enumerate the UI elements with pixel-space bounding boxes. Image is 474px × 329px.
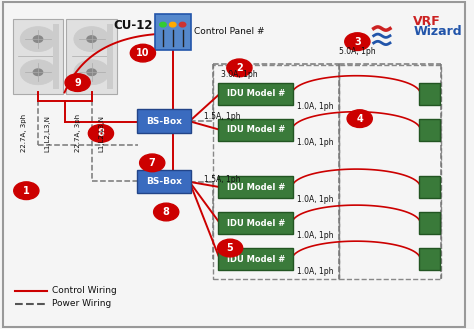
Text: 1.0A, 1ph: 1.0A, 1ph [297, 231, 333, 240]
FancyBboxPatch shape [3, 2, 465, 327]
Text: 9: 9 [74, 78, 81, 88]
Text: L1,L2,L3,N: L1,L2,L3,N [44, 115, 50, 152]
Circle shape [179, 22, 186, 27]
Circle shape [154, 203, 179, 221]
FancyBboxPatch shape [219, 176, 293, 198]
Circle shape [74, 60, 109, 85]
Text: BS-Box: BS-Box [146, 177, 182, 186]
Circle shape [130, 44, 155, 62]
Circle shape [20, 60, 56, 85]
Text: 8: 8 [98, 128, 104, 139]
Circle shape [88, 125, 113, 142]
Text: 22.7A, 3ph: 22.7A, 3ph [74, 114, 81, 152]
Text: Wizard: Wizard [413, 25, 462, 38]
FancyBboxPatch shape [219, 212, 293, 234]
FancyBboxPatch shape [155, 14, 191, 49]
FancyBboxPatch shape [137, 170, 191, 193]
Text: 1.5A, 1ph: 1.5A, 1ph [203, 175, 240, 184]
Text: L1,L2,L3,N: L1,L2,L3,N [98, 115, 104, 152]
Text: IDU Model #: IDU Model # [227, 255, 285, 264]
Text: 22.7A, 3ph: 22.7A, 3ph [21, 114, 27, 152]
FancyBboxPatch shape [419, 212, 440, 234]
Text: 1.0A, 1ph: 1.0A, 1ph [297, 195, 333, 204]
Text: Control Wiring: Control Wiring [52, 286, 117, 295]
FancyBboxPatch shape [219, 83, 293, 105]
FancyBboxPatch shape [137, 110, 191, 133]
Text: Control Panel #: Control Panel # [194, 27, 264, 36]
FancyBboxPatch shape [419, 83, 440, 105]
Text: Power Wiring: Power Wiring [52, 299, 111, 308]
Circle shape [33, 36, 43, 42]
FancyBboxPatch shape [419, 119, 440, 140]
FancyBboxPatch shape [107, 24, 113, 89]
Circle shape [218, 239, 243, 257]
Text: 5: 5 [227, 243, 234, 253]
Text: 1: 1 [23, 186, 30, 196]
Circle shape [14, 182, 39, 200]
Text: 5.0A, 1ph: 5.0A, 1ph [339, 47, 376, 56]
Circle shape [33, 69, 43, 76]
Text: 1.0A, 1ph: 1.0A, 1ph [297, 138, 333, 147]
Circle shape [347, 110, 372, 127]
Text: 10: 10 [136, 48, 150, 58]
FancyBboxPatch shape [53, 24, 59, 89]
Text: VRF: VRF [413, 15, 441, 29]
FancyBboxPatch shape [419, 176, 440, 198]
Text: 4: 4 [356, 114, 363, 124]
FancyBboxPatch shape [13, 19, 63, 94]
Text: 7: 7 [149, 158, 155, 168]
Text: IDU Model #: IDU Model # [227, 183, 285, 191]
Text: 2: 2 [236, 63, 243, 73]
Circle shape [345, 33, 370, 50]
Circle shape [20, 27, 56, 52]
Text: IDU Model #: IDU Model # [227, 125, 285, 134]
Circle shape [74, 27, 109, 52]
Circle shape [170, 22, 176, 27]
Text: IDU Model #: IDU Model # [227, 89, 285, 98]
Circle shape [227, 59, 252, 77]
FancyBboxPatch shape [419, 248, 440, 270]
Text: 8: 8 [163, 207, 170, 217]
FancyBboxPatch shape [219, 119, 293, 141]
Text: 3: 3 [354, 37, 361, 47]
Circle shape [87, 36, 96, 42]
Text: 1.0A, 1ph: 1.0A, 1ph [297, 267, 333, 276]
FancyBboxPatch shape [66, 19, 117, 94]
Text: IDU Model #: IDU Model # [227, 219, 285, 228]
Text: BS-Box: BS-Box [146, 116, 182, 126]
Text: 3.0A, 1ph: 3.0A, 1ph [221, 70, 258, 79]
Text: CU-12: CU-12 [114, 19, 153, 32]
Text: 1.5A, 1ph: 1.5A, 1ph [203, 112, 240, 120]
Circle shape [160, 22, 166, 27]
Circle shape [65, 74, 90, 91]
FancyBboxPatch shape [219, 248, 293, 270]
Circle shape [140, 154, 165, 172]
Circle shape [87, 69, 96, 76]
Text: 1.0A, 1ph: 1.0A, 1ph [297, 102, 333, 111]
